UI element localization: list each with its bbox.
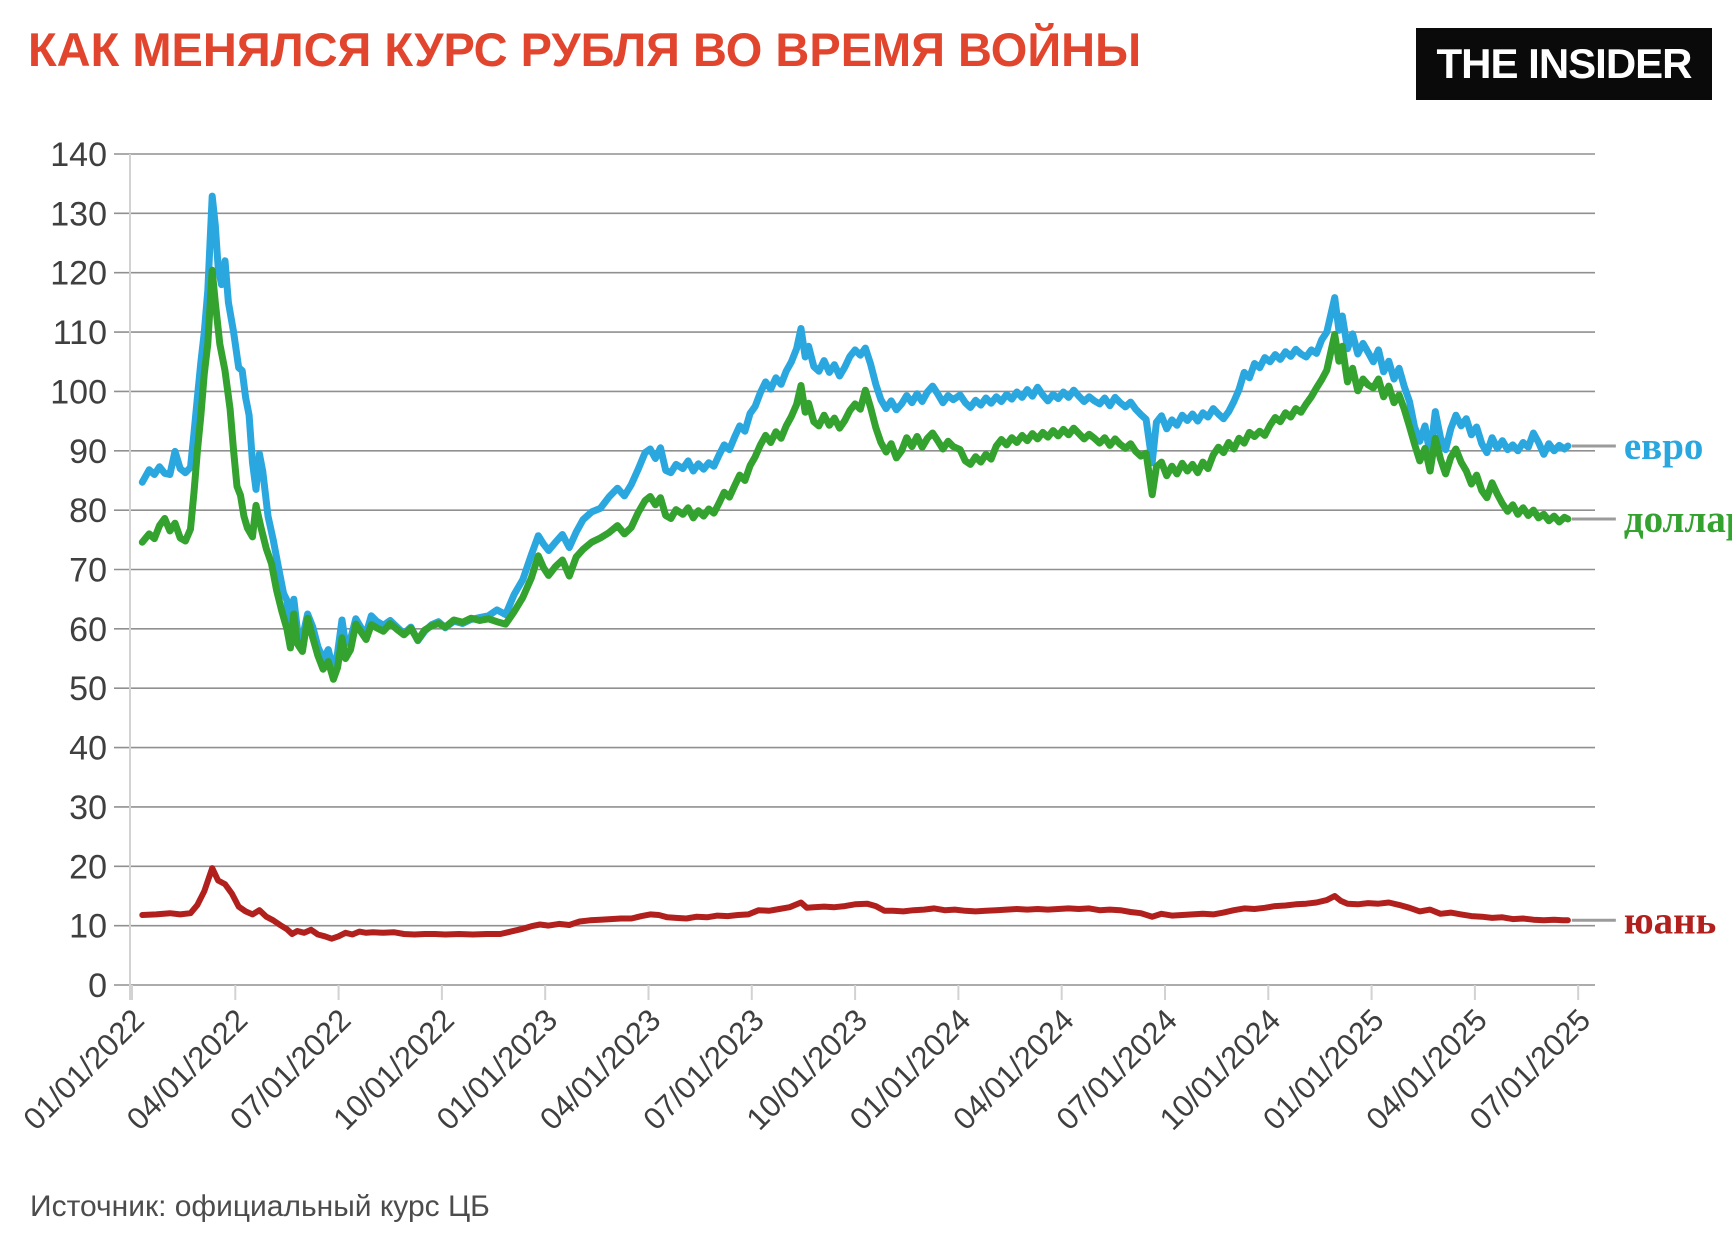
x-axis-ticks xyxy=(131,985,1580,1000)
series-label-yuan: юань xyxy=(1624,899,1716,942)
y-tick-label: 90 xyxy=(69,433,107,471)
series-line-dollar xyxy=(138,266,1572,683)
gridlines xyxy=(114,153,1595,986)
x-axis-labels: 01/01/202204/01/202207/01/202210/01/2022… xyxy=(16,1002,1597,1136)
y-tick-label: 40 xyxy=(69,730,107,768)
y-tick-label: 0 xyxy=(88,967,107,1005)
y-tick-label: 50 xyxy=(69,670,107,708)
source-note: Источник: официальный курс ЦБ xyxy=(30,1190,490,1223)
y-tick-label: 80 xyxy=(69,492,107,530)
page-title: КАК МЕНЯЛСЯ КУРС РУБЛЯ ВО ВРЕМЯ ВОЙНЫ xyxy=(28,23,1142,76)
y-tick-label: 10 xyxy=(69,908,107,946)
y-tick-label: 100 xyxy=(50,373,107,411)
y-tick-label: 20 xyxy=(69,848,107,886)
y-tick-label: 120 xyxy=(50,255,107,293)
series-label-euro: евро xyxy=(1624,425,1704,468)
y-axis-labels: 0 10 20 30 40 50 60 70 80 90 100 110 120 130 140 xyxy=(50,136,107,1005)
series-line-euro xyxy=(138,192,1572,676)
series-line-yuan xyxy=(139,865,1571,942)
y-tick-label: 60 xyxy=(69,611,107,649)
series-label-dollar: доллар xyxy=(1624,498,1732,541)
y-tick-label: 130 xyxy=(50,195,107,233)
the-insider-logo-text: THE INSIDER xyxy=(1436,40,1692,87)
the-insider-logo: THE INSIDER xyxy=(1416,28,1712,100)
y-tick-label: 70 xyxy=(69,552,107,590)
y-tick-label: 110 xyxy=(53,314,107,352)
y-tick-label: 140 xyxy=(50,136,107,174)
y-tick-label: 30 xyxy=(69,789,107,827)
